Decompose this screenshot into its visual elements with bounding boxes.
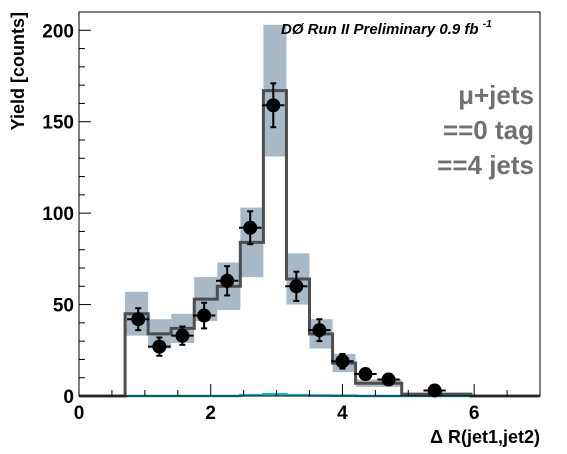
run-label: DØ Run II Preliminary 0.9 fb -1 [281, 19, 492, 38]
x-axis-title: Δ R(jet1,jet2) [430, 427, 540, 447]
data-marker [358, 367, 373, 382]
selection-label-tag: ==0 tag [443, 115, 534, 145]
data-marker [131, 312, 146, 327]
x-tick-label: 6 [469, 403, 480, 424]
data-point [285, 270, 308, 302]
data-marker [266, 98, 281, 113]
data-point [354, 367, 377, 382]
selection-label-channel: μ+jets [458, 80, 534, 110]
data-marker [381, 372, 396, 387]
data-point [377, 372, 400, 387]
data-marker [312, 323, 327, 338]
data-marker [220, 273, 235, 288]
data-point [423, 383, 446, 398]
data-marker [289, 279, 304, 294]
data-point [127, 307, 150, 332]
x-axis-ticks: 0 2 4 6 [74, 384, 541, 424]
data-marker [427, 383, 442, 398]
data-marker [197, 308, 212, 323]
data-point [262, 82, 285, 129]
data-marker [335, 354, 350, 369]
y-axis-ticks: 0 50 100 150 200 [42, 11, 91, 408]
data-point [192, 301, 216, 330]
data-point [331, 352, 354, 370]
y-tick-label: 100 [42, 204, 74, 225]
y-tick-label: 0 [63, 387, 74, 408]
data-marker [243, 220, 258, 235]
run-label-text: DØ Run II Preliminary 0.9 fb [281, 21, 479, 38]
selection-label-jets: ==4 jets [437, 150, 534, 180]
y-tick-label: 200 [42, 21, 74, 42]
x-tick-label: 4 [337, 403, 348, 424]
y-axis-title: Yield [counts] [8, 12, 28, 130]
x-tick-label: 2 [205, 403, 216, 424]
data-point [308, 318, 331, 343]
data-point [215, 265, 239, 297]
data-marker [152, 339, 167, 354]
y-tick-label: 150 [42, 113, 74, 134]
data-point [171, 325, 194, 346]
data-marker [175, 328, 190, 343]
x-tick-label: 0 [74, 403, 85, 424]
data-point [148, 336, 171, 357]
data-point [239, 210, 262, 246]
data-points [127, 82, 446, 398]
y-tick-label: 50 [53, 296, 74, 317]
run-label-superscript: -1 [483, 19, 492, 30]
